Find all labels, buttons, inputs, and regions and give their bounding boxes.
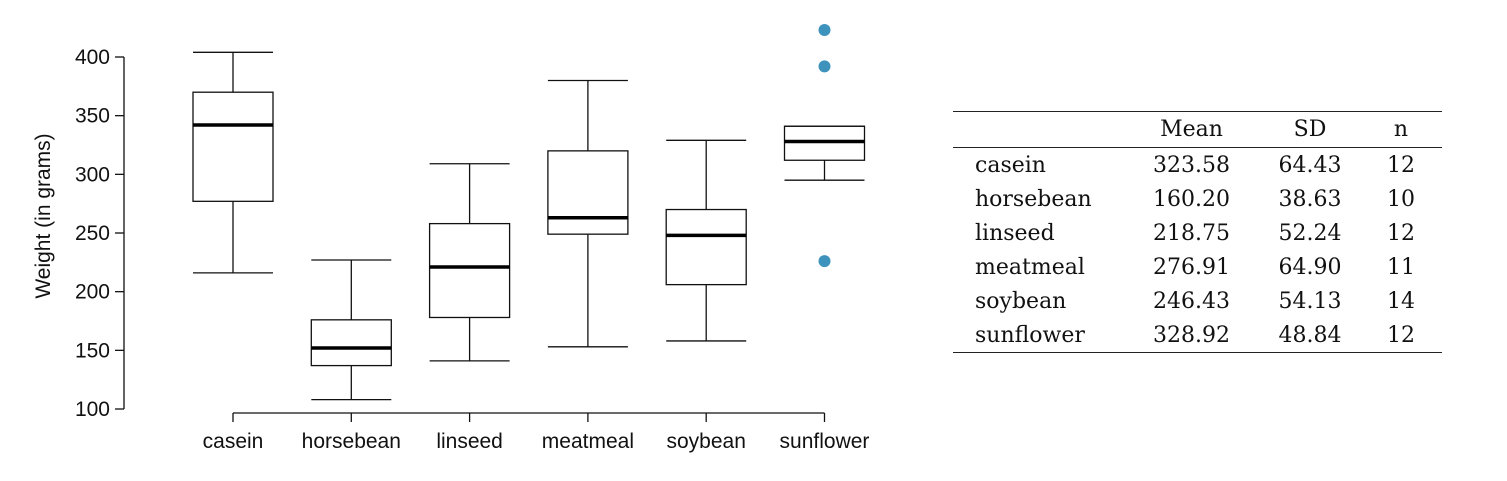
table-header-cell: SD xyxy=(1293,117,1327,142)
table-cell: 12 xyxy=(1387,322,1415,348)
y-tick-label: 400 xyxy=(75,46,110,69)
y-tick-label: 250 xyxy=(75,222,110,245)
iqr-box xyxy=(192,91,274,202)
table-cell: 54.13 xyxy=(1278,288,1342,314)
table-row: meatmeal 276.91 64.90 11 xyxy=(953,250,1442,284)
table-row: horsebean 160.20 38.63 10 xyxy=(953,182,1442,216)
table-cell: 12 xyxy=(1387,152,1415,178)
box-group xyxy=(428,163,511,362)
iqr-box xyxy=(428,222,511,319)
table-header-cell: Mean xyxy=(1160,117,1223,142)
table-cell: 160.20 xyxy=(1153,186,1230,212)
table-cell: 276.91 xyxy=(1153,254,1230,280)
table-row: sunflower 328.92 48.84 12 xyxy=(953,318,1442,353)
table-cell: 38.63 xyxy=(1278,186,1342,212)
table-row: casein 323.58 64.43 12 xyxy=(953,148,1442,183)
axes: 100 150 200 250 300 350 400 casein horsebean lins… xyxy=(75,46,869,453)
iqr-box xyxy=(547,150,629,235)
outlier-point xyxy=(818,60,831,73)
table-header-cell: n xyxy=(1393,117,1409,142)
x-tick-label: meatmeal xyxy=(542,430,634,453)
table-cell: 64.43 xyxy=(1278,152,1342,178)
table-cell: meatmeal xyxy=(975,254,1085,280)
table-cell: 328.92 xyxy=(1153,322,1230,348)
x-tick-label: linseed xyxy=(436,430,503,453)
box-group xyxy=(310,259,392,401)
box-group xyxy=(192,51,274,274)
boxes xyxy=(192,24,866,401)
y-tick-label: 150 xyxy=(75,339,110,362)
y-tick-label: 200 xyxy=(75,281,110,304)
iqr-box xyxy=(783,125,866,161)
x-tick-label: sunflower xyxy=(780,430,870,453)
table-cell: 323.58 xyxy=(1153,152,1230,178)
box-plot: Weight (in grams) 100 150 200 250 300 350 400 c… xyxy=(32,24,869,453)
table-cell: 52.24 xyxy=(1278,220,1342,246)
table-cell: horsebean xyxy=(975,186,1092,212)
x-tick-label: horsebean xyxy=(302,430,401,453)
box-group xyxy=(783,24,866,268)
iqr-box xyxy=(310,319,392,367)
y-tick-label: 100 xyxy=(75,398,110,421)
table-header-row: Mean SD n xyxy=(953,111,1442,148)
table-cell: 10 xyxy=(1387,186,1415,212)
y-axis-label: Weight (in grams) xyxy=(32,133,55,298)
box-group xyxy=(547,79,629,348)
table-cell: 64.90 xyxy=(1278,254,1342,280)
table-header-cell xyxy=(953,112,1123,148)
iqr-box xyxy=(665,208,747,286)
table-cell: soybean xyxy=(975,288,1067,314)
table-cell: 246.43 xyxy=(1153,288,1230,314)
table-cell: casein xyxy=(975,152,1046,178)
table-cell: 218.75 xyxy=(1153,220,1230,246)
outlier-point xyxy=(818,24,831,37)
table-row: linseed 218.75 52.24 12 xyxy=(953,216,1442,250)
box-group xyxy=(665,139,747,342)
summary-table: Mean SD n casein 323.58 64.43 12 horsebe… xyxy=(953,111,1442,353)
table-cell: linseed xyxy=(975,220,1055,246)
y-tick-label: 300 xyxy=(75,163,110,186)
y-tick-label: 350 xyxy=(75,105,110,128)
table-cell: 14 xyxy=(1387,288,1415,314)
x-tick-label: casein xyxy=(203,430,264,453)
x-tick-label: soybean xyxy=(666,430,745,453)
table-cell: 48.84 xyxy=(1278,322,1342,348)
table-cell: 12 xyxy=(1387,220,1415,246)
table-row: soybean 246.43 54.13 14 xyxy=(953,284,1442,318)
table-cell: 11 xyxy=(1387,254,1415,280)
outlier-point xyxy=(818,255,831,268)
table-cell: sunflower xyxy=(975,322,1085,348)
